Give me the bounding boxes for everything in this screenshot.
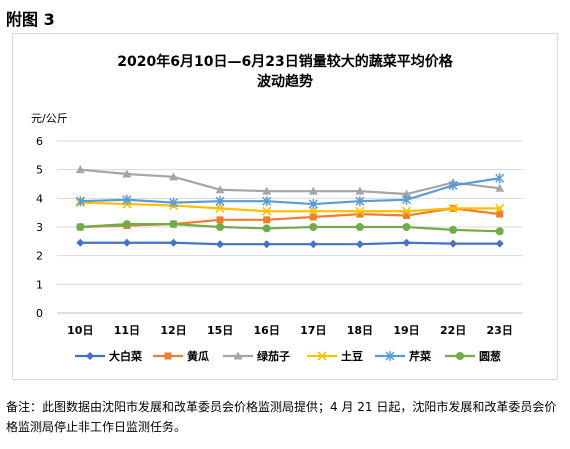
legend-marker [317, 351, 327, 361]
data-point [449, 239, 458, 248]
data-point [262, 196, 272, 207]
data-point [76, 223, 85, 231]
data-point [215, 203, 225, 213]
x-tick-label: 16日 [254, 324, 280, 337]
legend-item: 大白菜 [75, 349, 143, 363]
data-point [216, 240, 225, 249]
data-point [448, 180, 458, 191]
data-point [75, 165, 85, 174]
series-line-1 [80, 241, 500, 246]
x-tick-label: 17日 [300, 324, 326, 337]
footnote: 备注：此图数据由沈阳市发展和改革委员会价格监测局提供；4 月 21 日起，沈阳市… [6, 400, 557, 434]
x-tick-label: 18日 [347, 324, 373, 337]
x-tick-label: 11日 [114, 324, 140, 337]
data-point [76, 238, 85, 247]
legend-marker [233, 351, 243, 360]
x-tick-label: 22日 [440, 324, 466, 337]
data-point [403, 212, 410, 220]
data-point [215, 185, 225, 194]
series-line-6 [80, 223, 500, 233]
y-tick-label: 0 [36, 307, 43, 320]
data-point [169, 220, 178, 229]
data-point [169, 238, 178, 247]
legend-label: 圆葱 [479, 349, 501, 363]
data-point [263, 216, 271, 224]
data-point [355, 186, 365, 195]
data-point [495, 183, 505, 192]
legend-label: 芹菜 [409, 349, 432, 363]
data-point [122, 194, 132, 205]
data-point [448, 203, 458, 213]
data-point [495, 239, 504, 248]
legend-label: 黄瓜 [187, 349, 209, 363]
legend-label: 绿茄子 [257, 349, 290, 363]
data-point [262, 224, 271, 233]
data-point [122, 169, 132, 178]
legend-label: 大白菜 [109, 349, 143, 363]
data-point [401, 206, 412, 216]
data-point [401, 194, 412, 205]
legend-item: 圆葱 [445, 349, 501, 363]
x-tick-label: 12日 [160, 324, 186, 337]
legend-marker [385, 351, 395, 361]
data-point [355, 240, 364, 249]
legend-item: 绿茄子 [223, 349, 290, 363]
series-line-5 [80, 177, 500, 206]
data-point [122, 220, 131, 229]
data-point [308, 186, 318, 195]
data-point [356, 210, 364, 218]
data-point [122, 238, 131, 247]
data-point [308, 206, 318, 216]
legend-item: 土豆 [307, 349, 363, 363]
data-point [495, 227, 504, 236]
data-point [308, 199, 318, 210]
series-line-4 [80, 201, 500, 213]
data-point [355, 223, 364, 231]
data-point [262, 240, 271, 249]
data-point [169, 172, 178, 181]
data-point [309, 223, 318, 231]
y-axis-unit-label: 元/公斤 [31, 112, 68, 125]
y-tick-label: 1 [36, 278, 43, 291]
data-point [216, 216, 224, 224]
legend-item: 黄瓜 [153, 349, 209, 363]
y-tick-label: 4 [36, 192, 43, 205]
data-point [262, 206, 272, 216]
data-point [215, 196, 225, 207]
data-point [495, 203, 505, 213]
y-tick-label: 6 [36, 135, 43, 148]
legend-marker [164, 352, 172, 360]
data-point [495, 173, 505, 184]
chart-title: 2020年6月10日—6月23日销量较大的蔬菜平均价格 [117, 54, 453, 70]
data-point [309, 213, 317, 221]
y-tick-label: 5 [36, 164, 43, 177]
x-tick-label: 23日 [487, 324, 513, 337]
y-tick-label: 3 [36, 221, 43, 234]
data-point [309, 240, 318, 249]
data-point [449, 225, 458, 234]
legend-label: 土豆 [341, 349, 363, 363]
data-point [402, 223, 411, 231]
data-point [216, 223, 225, 231]
data-point [402, 238, 411, 247]
y-tick-label: 2 [36, 250, 43, 263]
data-point [355, 196, 365, 207]
line-chart: 0 1 2 3 4 5 6 10日 11日 12日 15日 16日 17日 18日 19日 22日 23日大白菜… [36, 135, 523, 363]
data-point [168, 197, 179, 208]
figure-label: 附图 3 [6, 10, 55, 29]
data-point [75, 196, 85, 207]
x-tick-label: 19日 [393, 324, 419, 337]
chart-subtitle: 波动趋势 [257, 74, 313, 90]
chart-container: 2020年6月10日—6月23日销量较大的蔬菜平均价格 波动趋势 元/公斤 0 1… [12, 33, 558, 380]
x-tick-label: 10日 [67, 324, 93, 337]
legend-item: 芹菜 [375, 349, 432, 363]
legend-marker [456, 352, 464, 360]
data-point [355, 206, 365, 216]
legend-marker [86, 352, 94, 360]
data-point [262, 186, 272, 195]
series-line-3 [80, 168, 500, 196]
data-point [402, 189, 411, 198]
data-point [496, 210, 504, 218]
x-tick-label: 15日 [207, 324, 233, 337]
